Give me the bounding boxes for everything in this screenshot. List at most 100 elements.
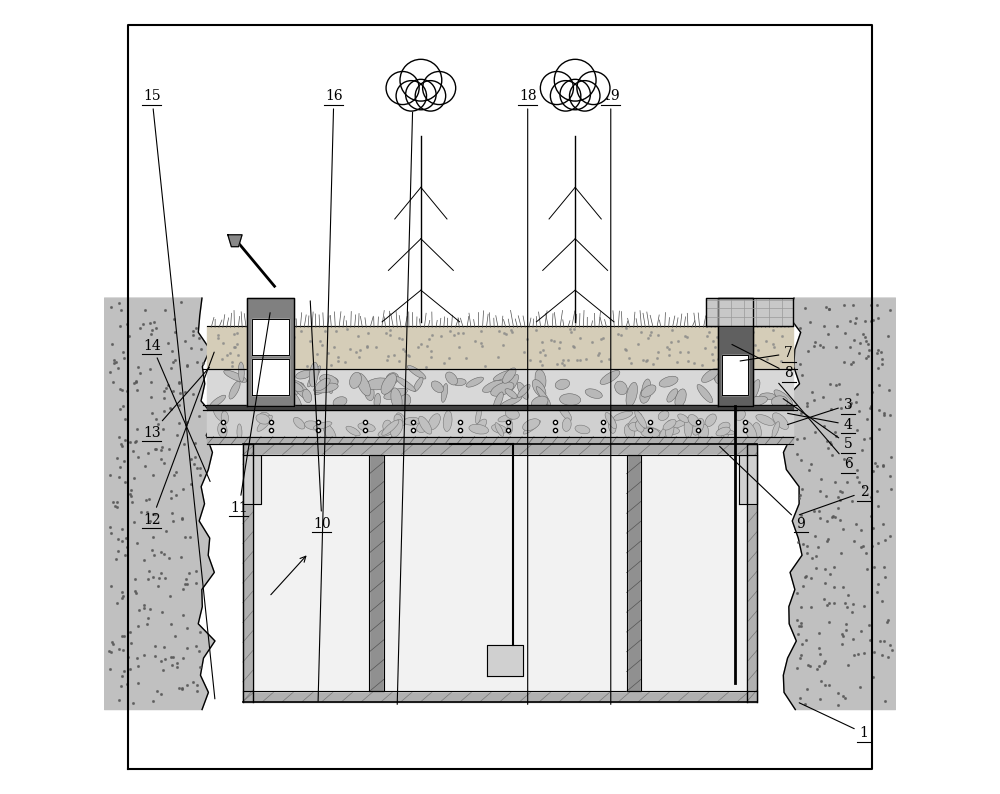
- Point: [192, 462, 208, 475]
- Ellipse shape: [760, 393, 776, 399]
- Point: [819, 515, 835, 527]
- Point: [175, 483, 191, 495]
- Point: [127, 436, 143, 449]
- Point: [164, 658, 180, 671]
- Point: [883, 450, 899, 463]
- Point: [811, 505, 827, 518]
- Ellipse shape: [346, 426, 360, 436]
- Point: [171, 399, 187, 411]
- Ellipse shape: [284, 380, 303, 391]
- Point: [844, 606, 860, 619]
- Ellipse shape: [500, 397, 522, 407]
- Point: [148, 413, 164, 426]
- Point: [862, 401, 878, 414]
- Point: [103, 580, 119, 592]
- Point: [871, 423, 887, 436]
- Point: [112, 461, 128, 474]
- Ellipse shape: [644, 427, 663, 437]
- Point: [861, 344, 877, 357]
- Text: 18: 18: [519, 90, 537, 704]
- Point: [105, 638, 121, 650]
- Point: [117, 549, 133, 561]
- Point: [103, 646, 119, 658]
- Point: [844, 495, 860, 507]
- Point: [148, 322, 164, 334]
- Point: [816, 320, 832, 333]
- Point: [864, 386, 880, 399]
- Point: [136, 599, 152, 611]
- Point: [177, 386, 193, 399]
- Circle shape: [577, 71, 610, 105]
- Point: [793, 601, 809, 614]
- Ellipse shape: [284, 368, 293, 381]
- Ellipse shape: [716, 427, 730, 436]
- Point: [800, 345, 816, 357]
- Ellipse shape: [257, 415, 272, 431]
- Circle shape: [554, 60, 596, 101]
- Ellipse shape: [735, 394, 747, 403]
- Point: [829, 319, 845, 332]
- Ellipse shape: [356, 373, 371, 396]
- Point: [826, 561, 842, 574]
- Point: [881, 384, 897, 396]
- Point: [834, 485, 850, 498]
- Ellipse shape: [575, 425, 590, 434]
- Point: [835, 580, 851, 593]
- Ellipse shape: [728, 388, 749, 397]
- Point: [153, 688, 169, 700]
- Ellipse shape: [692, 418, 704, 435]
- Point: [870, 312, 886, 325]
- Point: [192, 626, 208, 638]
- Point: [821, 616, 837, 629]
- Point: [843, 397, 859, 410]
- Point: [162, 402, 178, 414]
- Ellipse shape: [417, 422, 428, 433]
- Point: [821, 679, 837, 692]
- Circle shape: [550, 81, 581, 111]
- Point: [834, 638, 850, 650]
- Ellipse shape: [391, 388, 402, 410]
- Circle shape: [423, 71, 456, 105]
- Ellipse shape: [718, 422, 730, 431]
- Point: [874, 357, 890, 370]
- Ellipse shape: [366, 378, 391, 390]
- Point: [807, 530, 823, 543]
- Point: [132, 322, 148, 334]
- Point: [815, 340, 831, 353]
- Ellipse shape: [396, 413, 406, 426]
- Point: [166, 468, 182, 481]
- Ellipse shape: [428, 414, 440, 430]
- Point: [832, 484, 848, 497]
- Point: [875, 518, 891, 530]
- Ellipse shape: [493, 370, 513, 380]
- Polygon shape: [641, 455, 747, 692]
- Point: [188, 576, 204, 589]
- Point: [147, 508, 163, 521]
- Point: [824, 511, 840, 523]
- Circle shape: [415, 81, 446, 111]
- Polygon shape: [739, 455, 757, 504]
- Point: [193, 342, 209, 355]
- Point: [830, 491, 846, 503]
- Point: [192, 468, 208, 481]
- Point: [114, 586, 130, 599]
- Point: [792, 692, 808, 704]
- Point: [860, 337, 876, 350]
- Polygon shape: [252, 319, 289, 355]
- Ellipse shape: [384, 388, 407, 399]
- Point: [125, 697, 141, 710]
- Point: [143, 391, 159, 403]
- Point: [800, 659, 816, 672]
- Point: [140, 572, 156, 585]
- Ellipse shape: [495, 422, 504, 437]
- Point: [153, 654, 169, 667]
- Point: [157, 572, 173, 584]
- Point: [142, 515, 158, 527]
- Point: [167, 353, 183, 366]
- Point: [130, 619, 146, 632]
- Point: [838, 623, 854, 636]
- Ellipse shape: [735, 410, 745, 421]
- Circle shape: [540, 71, 573, 105]
- Point: [156, 405, 172, 418]
- Point: [877, 534, 893, 547]
